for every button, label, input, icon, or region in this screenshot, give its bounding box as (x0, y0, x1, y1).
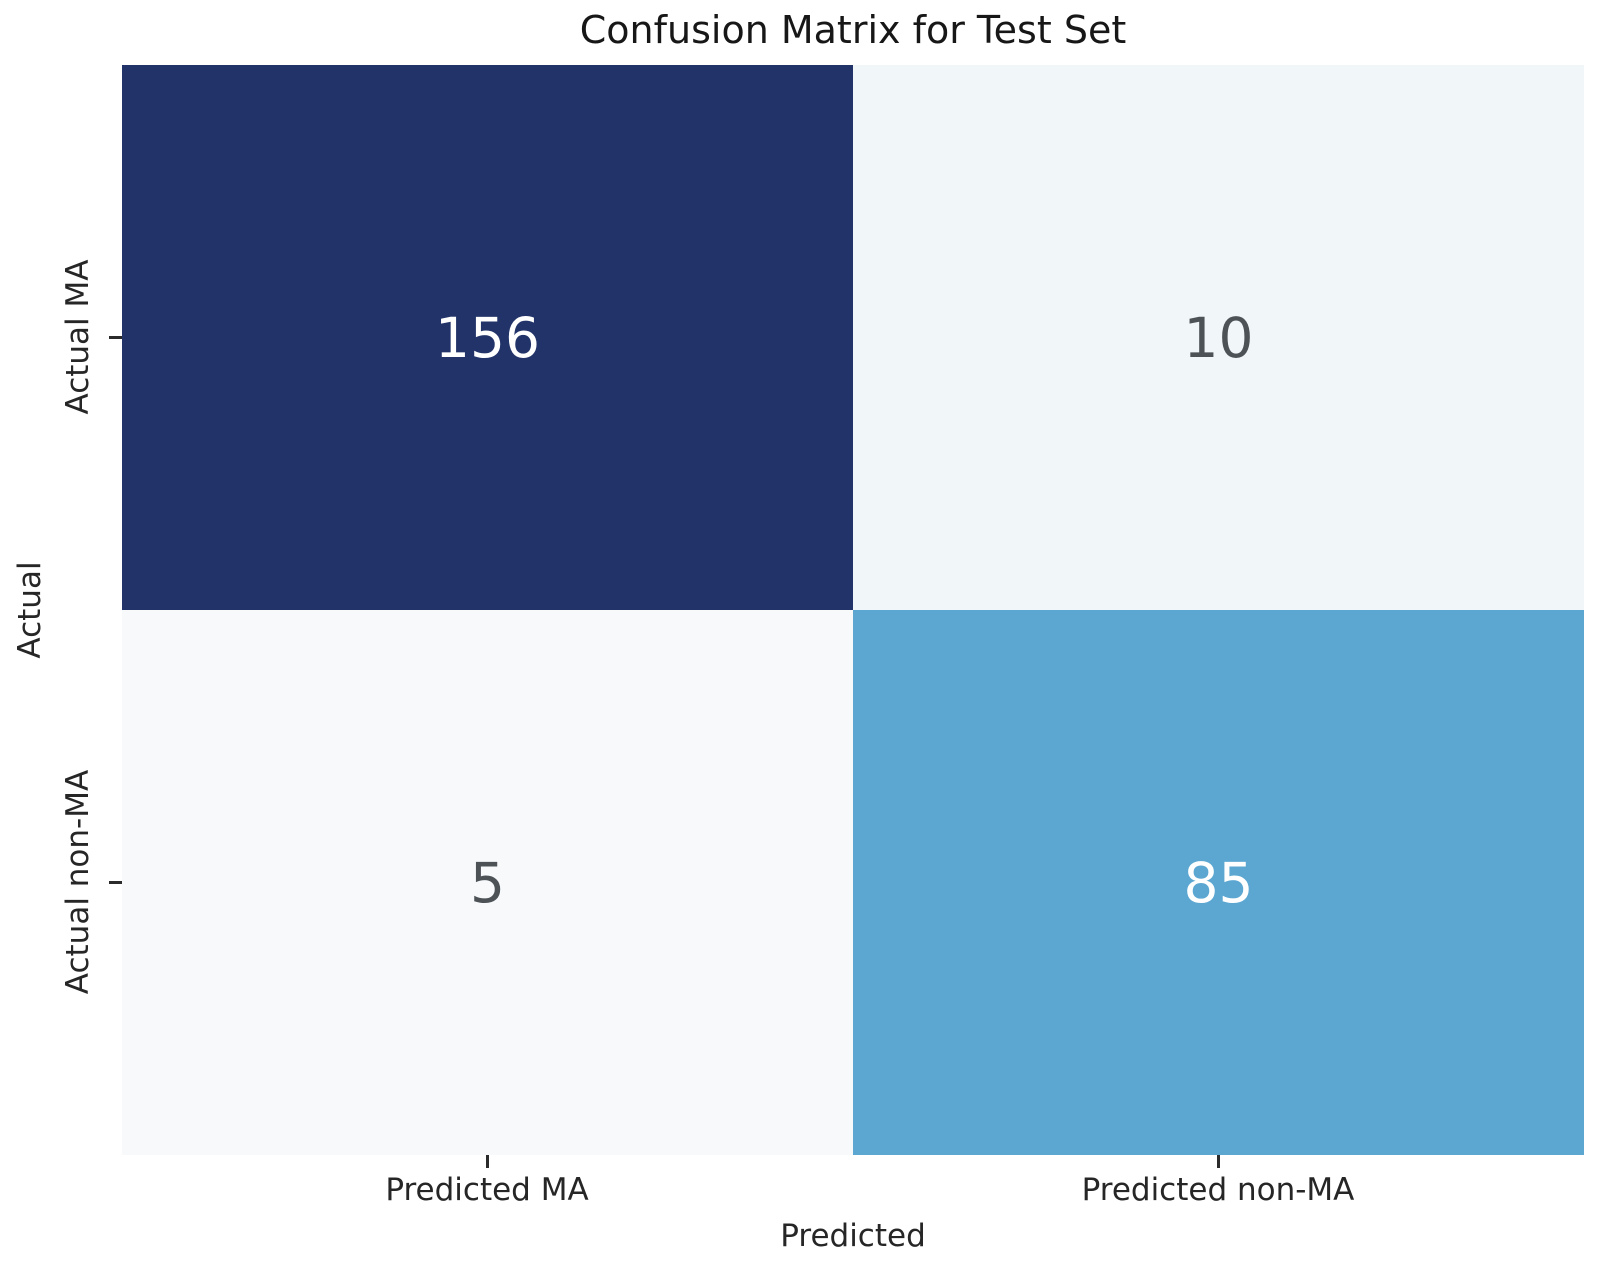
y-tick-mark-row0 (109, 336, 122, 339)
chart-title: Confusion Matrix for Test Set (579, 8, 1127, 52)
x-axis-label: Predicted (780, 1218, 926, 1254)
y-tick-label-actual-ma: Actual MA (60, 259, 96, 415)
x-tick-mark-col0 (486, 1155, 489, 1168)
y-axis-label: Actual (12, 561, 48, 659)
heatmap-cell-false-negative: 10 (853, 65, 1584, 610)
y-tick-mark-row1 (109, 881, 122, 884)
x-tick-label-predicted-ma: Predicted MA (385, 1172, 589, 1208)
x-tick-label-predicted-non-ma: Predicted non-MA (1081, 1172, 1355, 1208)
y-tick-label-actual-non-ma: Actual non-MA (60, 769, 96, 995)
heatmap-cell-true-negative: 85 (853, 610, 1584, 1155)
heatmap-cell-false-positive: 5 (122, 610, 853, 1155)
x-tick-mark-col1 (1217, 1155, 1220, 1168)
heatmap: 156 10 5 85 (122, 65, 1584, 1155)
heatmap-cell-true-positive: 156 (122, 65, 853, 610)
